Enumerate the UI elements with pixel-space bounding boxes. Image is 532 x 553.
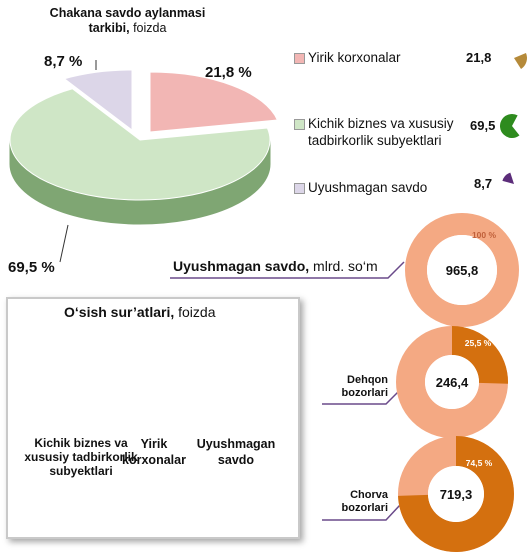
uyushmagan-title-unit: mlrd. so‘m — [313, 258, 378, 274]
donut-1: 246,4 25,5 % — [396, 326, 508, 438]
growth-section-title: O‘sish sur’atlari, foizda — [64, 304, 215, 320]
growth-title-unit: foizda — [178, 304, 216, 320]
legend-swatch-yirik — [294, 53, 305, 64]
connector-chorva — [322, 504, 401, 521]
uyushmagan-section-title: Uyushmagan savdo, mlrd. so‘m — [173, 258, 378, 274]
pie-chart-title: Chakana savdo aylanmasi tarkibi, foizda — [40, 6, 215, 36]
pie-title-unit: foizda — [133, 21, 167, 35]
growth-category-uyushmagan: Uyushmagan savdo — [196, 437, 276, 467]
growth-category-kichik: Kichik biznes va xususiy tadbirkorlik su… — [24, 436, 138, 478]
donut-center-value-2: 719,3 — [440, 487, 473, 502]
legend-label-yirik: Yirik korxonalar — [308, 50, 401, 65]
growth-title-text: O‘sish sur’atlari, — [64, 304, 175, 320]
legend-label-uyushmagan: Uyushmagan savdo — [308, 180, 428, 195]
growth-category-yirik: Yirik korxonalar — [122, 437, 186, 467]
pie-slice-2 — [63, 69, 133, 132]
legend-marker-uyushmagan — [502, 172, 514, 184]
donut-center-value-0: 965,8 — [446, 263, 479, 278]
donut-ring-0 — [405, 213, 519, 327]
donut-0: 965,8 100 % — [405, 213, 519, 327]
donut-hole-0 — [427, 235, 497, 305]
donut-segment-2 — [398, 436, 514, 552]
pie-leader-kichik — [59, 224, 69, 263]
legend-swatch-kichik — [294, 119, 305, 130]
pie-slice-0 — [149, 71, 279, 133]
connector-uyushmagan — [170, 261, 405, 279]
donut-pct-label-0: 100 % — [472, 230, 497, 240]
legend-value-kichik: 69,5 — [470, 118, 496, 133]
donut-2: 719,3 74,5 % — [398, 436, 514, 552]
legend-label-kichik: Kichik biznes va xususiy tadbirkorlik su… — [308, 116, 454, 148]
uyushmagan-title-text: Uyushmagan savdo, — [173, 258, 310, 274]
legend-marker-yirik — [514, 52, 528, 69]
legend-value-yirik: 21,8 — [466, 50, 492, 65]
pie-label-uyushmagan: 8,7 % — [44, 53, 83, 70]
donut-hole-1 — [425, 355, 479, 409]
donut-label-chorva: Chorva bozorlari — [341, 489, 388, 514]
pie-label-kichik: 69,5 % — [8, 259, 55, 276]
donut-pct-label-2: 74,5 % — [466, 458, 493, 468]
donut-hole-2 — [428, 466, 484, 522]
donut-segment-1 — [452, 326, 508, 384]
donut-label-dehqon: Dehqon bozorlari — [341, 374, 388, 399]
growth-rates-panel — [6, 297, 300, 539]
legend-swatch-uyushmagan — [294, 183, 305, 194]
connector-dehqon — [322, 389, 401, 405]
donut-center-value-1: 246,4 — [436, 375, 469, 390]
pie-label-yirik: 21,8 % — [205, 64, 252, 81]
legend-marker-kichik — [500, 113, 520, 138]
pie-slice-1 — [9, 88, 271, 201]
pie-title-text: Chakana savdo aylanmasi tarkibi, — [49, 6, 206, 35]
legend-value-uyushmagan: 8,7 — [474, 176, 493, 191]
donut-pct-label-1: 25,5 % — [465, 338, 492, 348]
